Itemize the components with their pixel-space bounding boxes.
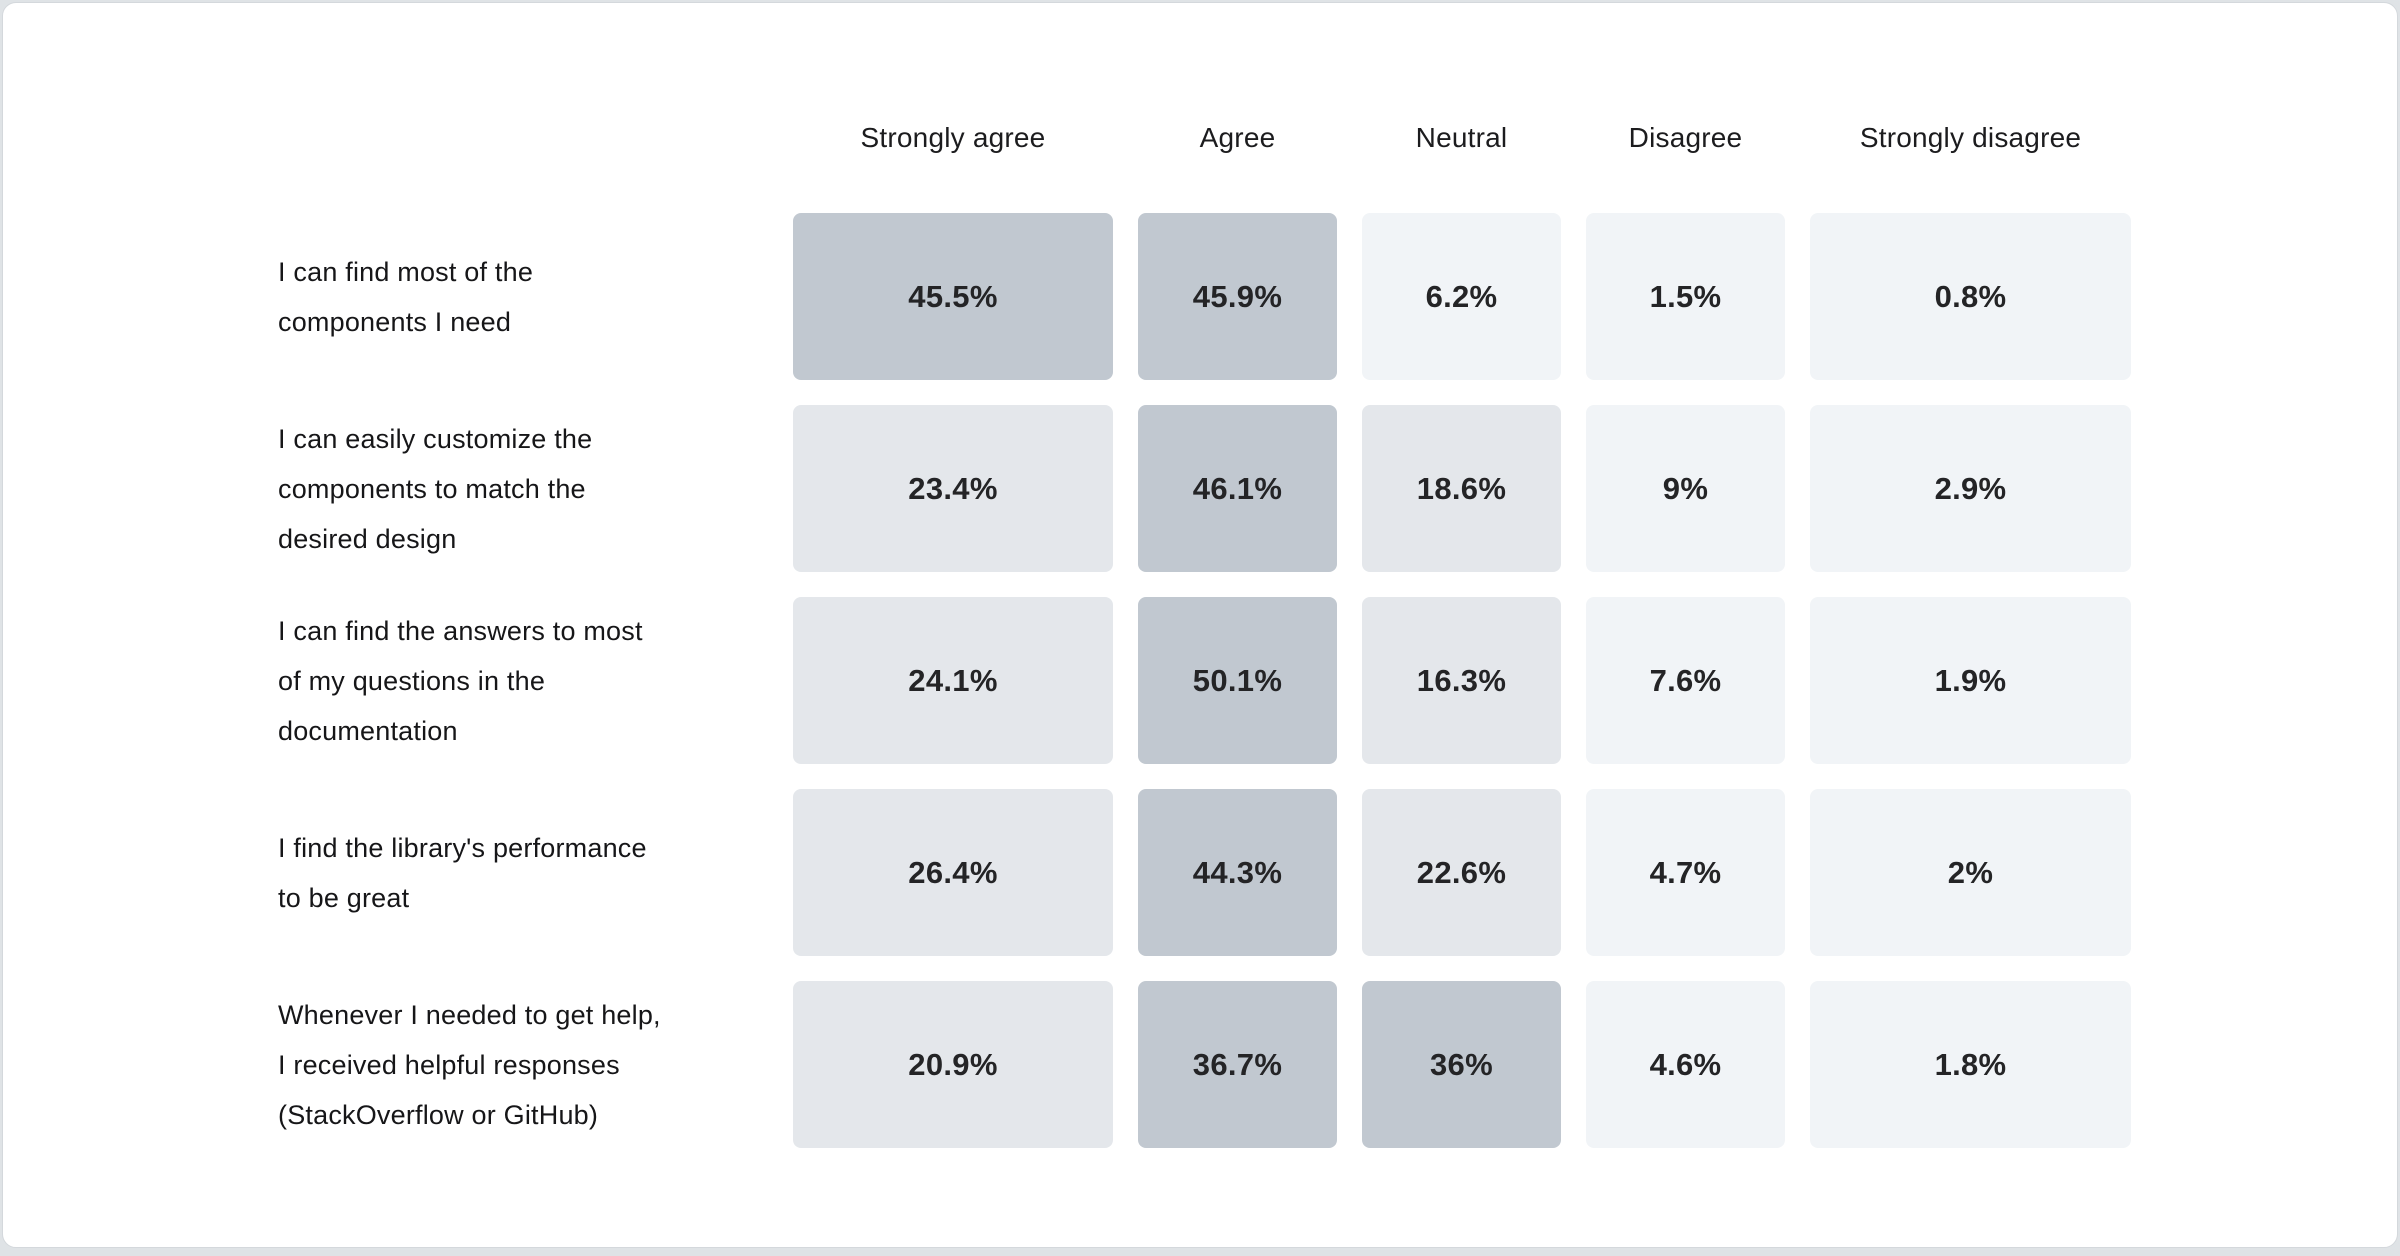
heatmap-cell: 2% [1810,789,2131,956]
heatmap-cell: 26.4% [793,789,1113,956]
row-label: Whenever I needed to get help, I receive… [278,999,661,1130]
heatmap-cell: 36% [1362,981,1561,1148]
heatmap-cell: 9% [1586,405,1785,572]
cell-value: 26.4% [908,854,998,890]
heatmap-cell: 1.5% [1586,213,1785,380]
heatmap-cell: 23.4% [793,405,1113,572]
cell-value: 16.3% [1416,662,1507,698]
column-header-agree: Agree [1199,122,1276,153]
heatmap-cell: 4.7% [1586,789,1785,956]
cell-value: 22.6% [1416,854,1507,890]
heatmap-cell: 2.9% [1810,405,2131,572]
column-header-disagree: Disagree [1628,122,1743,153]
cell-value: 46.1% [1192,470,1283,506]
cell-value: 20.9% [908,1046,998,1082]
cell-value: 45.5% [908,278,998,314]
heatmap-cell: 36.7% [1138,981,1337,1148]
row-label: I can easily customize the components to… [278,423,593,554]
row-label: I can find most of the components I need [278,256,534,337]
heatmap-cell: 4.6% [1586,981,1785,1148]
heatmap-cell: 6.2% [1362,213,1561,380]
cell-value: 18.6% [1416,470,1507,506]
cell-value: 0.8% [1934,278,2007,314]
table-row: I can find the answers to most of my que… [278,597,2131,764]
heatmap-cell: 24.1% [793,597,1113,764]
cell-value: 44.3% [1192,854,1283,890]
cell-value: 24.1% [908,662,998,698]
heatmap-cell: 50.1% [1138,597,1337,764]
cell-value: 2% [1947,854,1994,890]
heatmap-cell: 16.3% [1362,597,1561,764]
heatmap-cell: 44.3% [1138,789,1337,956]
cell-value: 1.8% [1934,1046,2007,1082]
heatmap-cell: 45.9% [1138,213,1337,380]
heatmap-cell: 1.9% [1810,597,2131,764]
cell-value: 36% [1430,1046,1493,1082]
heatmap-cell: 46.1% [1138,405,1337,572]
cell-value: 6.2% [1425,278,1498,314]
row-label: I can find the answers to most of my que… [278,615,643,746]
cell-value: 4.7% [1649,854,1722,890]
heatmap-cell: 18.6% [1362,405,1561,572]
cell-value: 2.9% [1934,470,2007,506]
column-header-neutral: Neutral [1415,122,1508,153]
heatmap-cell: 1.8% [1810,981,2131,1148]
cell-value: 4.6% [1649,1046,1722,1082]
cell-value: 36.7% [1192,1046,1283,1082]
column-header-strongly-disagree: Strongly disagree [1859,122,2082,153]
table-body: I can find most of the components I need… [278,213,2131,1148]
cell-value: 23.4% [908,470,998,506]
heatmap-cell: 45.5% [793,213,1113,380]
heatmap-cell: 20.9% [793,981,1113,1148]
column-header-row: Strongly agree Agree Neutral Disagree St… [278,115,2127,161]
table-row: I find the library's performance to be g… [278,789,2131,956]
table-row: I can find most of the components I need… [278,213,2131,380]
heatmap-cell: 7.6% [1586,597,1785,764]
row-label: I find the library's performance to be g… [278,832,647,913]
cell-value: 1.5% [1649,278,1722,314]
cell-value: 1.9% [1934,662,2007,698]
heatmap-cell: 0.8% [1810,213,2131,380]
table-row: Whenever I needed to get help, I receive… [278,981,2131,1148]
cell-value: 7.6% [1649,662,1722,698]
cell-value: 45.9% [1192,278,1283,314]
heatmap-cell: 22.6% [1362,789,1561,956]
cell-value: 50.1% [1192,662,1283,698]
cell-value: 9% [1662,470,1709,506]
table-row: I can easily customize the components to… [278,405,2131,572]
column-header-strongly-agree: Strongly agree [860,122,1046,153]
